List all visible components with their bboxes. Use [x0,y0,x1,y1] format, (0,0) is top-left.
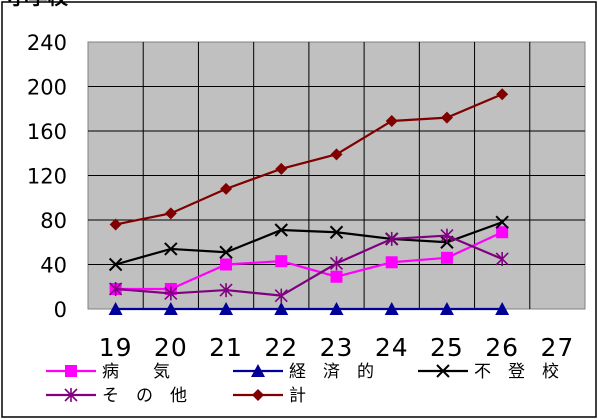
data-point [440,228,454,243]
data-point [330,270,343,283]
series-5 [109,88,509,231]
data-point [108,302,123,315]
x-tick-label: 24 [375,333,409,362]
data-point [384,302,399,315]
legend-item: そ の 他 [46,386,187,406]
data-point [109,281,123,296]
data-point [385,114,398,127]
series-line [115,221,503,266]
data-point [219,302,234,315]
legend-item: 計 [233,386,306,406]
data-point [164,286,178,301]
data-point [274,302,289,315]
series-4 [109,228,509,303]
legend-item: 経 済 的 [233,362,374,382]
gridlines [88,42,585,309]
legend-item: 不 登 校 [418,362,559,382]
y-tick-label: 160 [27,120,67,144]
x-tick-label: 26 [485,333,519,362]
x-tick-label: 21 [209,333,243,362]
legend-item: 病 気 [46,362,170,382]
data-point [220,258,233,271]
legend-label: 病 気 [102,362,170,382]
data-point [164,207,177,220]
legend-label: 計 [289,386,306,406]
data-point [439,302,454,315]
y-tick-label: 80 [40,209,67,233]
data-point [220,182,233,195]
series-1 [109,226,509,295]
legend-label: 不 登 校 [474,362,559,382]
x-axis-ticks: 19 20 21 22 23 24 25 26 27 [99,333,574,362]
series-line [115,231,503,291]
y-tick-label: 0 [54,298,67,322]
x-tick-label: 27 [540,333,574,362]
data-point [495,251,509,266]
y-tick-label: 240 [27,31,67,55]
data-point [329,225,344,239]
legend: 病 気 経 済 的 不 登 校そ の 他 計 [46,362,559,406]
x-tick-label: 22 [264,333,298,362]
series-line [115,93,503,226]
data-point [329,256,344,271]
data-point [440,251,453,264]
series-line [115,234,503,297]
data-point [330,148,343,161]
series-lines [108,88,510,315]
legend-label: 経 済 的 [289,362,374,382]
x-tick-label: 20 [154,333,188,362]
x-tick-label: 25 [430,333,464,362]
data-point [274,223,288,237]
data-point [65,365,77,377]
data-point [495,302,510,315]
y-tick-label: 200 [27,76,67,100]
data-point [496,226,509,239]
y-tick-label: 40 [40,254,67,278]
data-point [219,283,233,298]
data-point [496,88,509,101]
data-point [219,245,233,259]
data-point [329,302,344,315]
data-point [164,242,178,256]
data-point [64,388,78,402]
y-axis-ticks: 0 40 80 120 160 200 240 [27,31,67,322]
data-point [108,257,123,272]
legend-label: そ の 他 [102,386,187,406]
data-point [275,162,288,175]
data-point [251,364,265,377]
data-point [495,215,509,229]
chart-title: 小学校 [8,0,69,9]
data-point [440,111,453,124]
data-point [109,218,122,231]
x-tick-label: 23 [320,333,354,362]
data-point [385,256,398,269]
y-tick-label: 120 [27,165,67,189]
series-2 [108,302,510,315]
data-point [252,389,264,401]
x-tick-label: 19 [99,333,133,362]
data-point [274,288,288,303]
data-point [385,231,399,246]
data-point [436,364,450,378]
data-point [275,255,288,268]
data-point [163,302,178,315]
